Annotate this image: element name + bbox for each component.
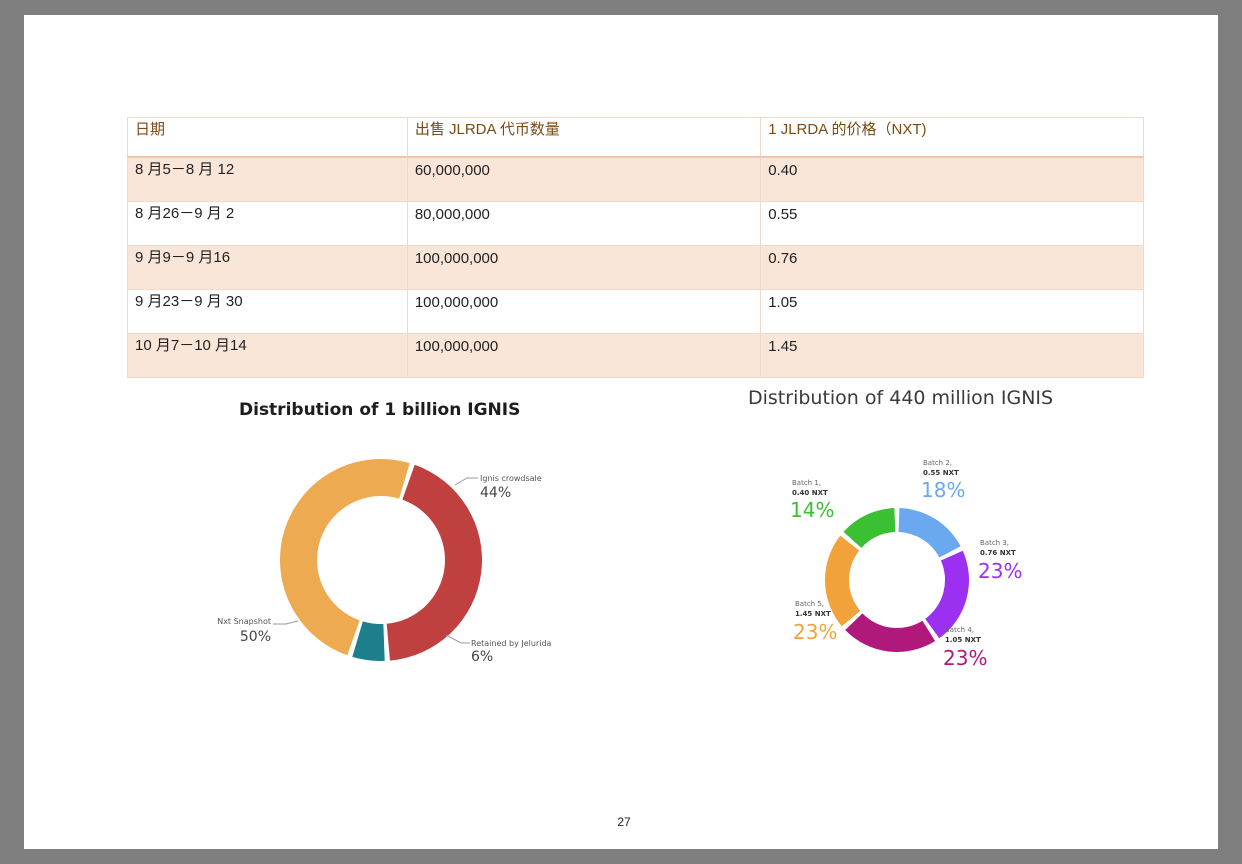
table-row: 9 月9－9 月16 100,000,000 0.76 bbox=[127, 245, 1144, 290]
page-number: 27 bbox=[617, 815, 631, 829]
table-row: 10 月7－10 月14 100,000,000 1.45 bbox=[127, 333, 1144, 378]
leader-line-nxt-snapshot bbox=[273, 620, 299, 625]
date-cell: 8 月5－8 月 12 bbox=[127, 156, 408, 202]
batch-price-4: 1.05 NXT bbox=[945, 636, 981, 644]
batch-value-4: 23% bbox=[943, 646, 987, 670]
batch-price-5: 1.45 NXT bbox=[795, 610, 831, 618]
quantity-cell: 60,000,000 bbox=[406, 156, 762, 202]
batch-label-5: Batch 5, bbox=[795, 600, 824, 608]
document-page: 日期 出售 JLRDA 代币数量 1 JLRDA 的价格（NXT) 8 月5－8… bbox=[24, 15, 1218, 849]
slice-value-ignis-crowdsale: 44% bbox=[480, 485, 511, 501]
donut-slice-retained-by-jelurida bbox=[352, 621, 385, 662]
slice-value-nxt-snapshot: 50% bbox=[240, 629, 271, 645]
donut-slice-ignis-crowdsale bbox=[386, 464, 482, 661]
leader-line-retained-by-jelurida bbox=[445, 634, 470, 644]
quantity-cell: 100,000,000 bbox=[406, 245, 762, 290]
leader-line-ignis-crowdsale bbox=[454, 477, 478, 486]
batch-value-5: 23% bbox=[793, 620, 837, 644]
batch-label-4: Batch 4, bbox=[945, 626, 974, 634]
price-cell: 1.05 bbox=[760, 289, 1144, 334]
slice-label-nxt-snapshot: Nxt Snapshot bbox=[217, 617, 271, 626]
table-row: 8 月26－9 月 2 80,000,000 0.55 bbox=[127, 201, 1144, 246]
slice-label-ignis-crowdsale: Ignis crowdsale bbox=[480, 474, 542, 483]
date-cell: 10 月7－10 月14 bbox=[127, 333, 408, 378]
donut-slice-batch-4 bbox=[845, 613, 936, 653]
header-quantity: 出售 JLRDA 代币数量 bbox=[406, 117, 762, 158]
batch-label-3: Batch 3, bbox=[980, 539, 1009, 547]
donut-chart-1-billion: Ignis crowdsale 44% Retained by Jelurida6%… bbox=[217, 459, 552, 665]
slice-value-retained-by-jelurida: 6% bbox=[471, 649, 493, 665]
table-header-row: 日期 出售 JLRDA 代币数量 1 JLRDA 的价格（NXT) bbox=[127, 117, 1144, 158]
header-price: 1 JLRDA 的价格（NXT) bbox=[760, 117, 1144, 158]
quantity-cell: 100,000,000 bbox=[406, 289, 762, 334]
chart-title-ignis-440-million: Distribution of 440 million IGNIS bbox=[748, 387, 1054, 409]
date-cell: 9 月9－9 月16 bbox=[127, 245, 408, 290]
price-cell: 1.45 bbox=[760, 333, 1144, 378]
price-cell: 0.55 bbox=[760, 201, 1144, 246]
batch-value-1: 14% bbox=[790, 498, 834, 522]
slice-label-retained-by-jelurida: Retained by Jelurida bbox=[471, 639, 552, 648]
batch-label-2: Batch 2, bbox=[923, 459, 952, 467]
chart-title-ignis-1-billion: Distribution of 1 billion IGNIS bbox=[239, 400, 521, 420]
batch-value-3: 23% bbox=[978, 559, 1022, 583]
donut-slice-nxt-snapshot bbox=[280, 459, 410, 656]
batch-price-3: 0.76 NXT bbox=[980, 549, 1016, 557]
batch-label-1: Batch 1, bbox=[792, 479, 821, 487]
price-cell: 0.40 bbox=[760, 156, 1144, 202]
sale-schedule-table: 日期 出售 JLRDA 代币数量 1 JLRDA 的价格（NXT) 8 月5－8… bbox=[127, 117, 1144, 378]
quantity-cell: 80,000,000 bbox=[406, 201, 762, 246]
price-cell: 0.76 bbox=[760, 245, 1144, 290]
batch-value-2: 18% bbox=[921, 478, 965, 502]
donut-slice-batch-1 bbox=[843, 508, 896, 548]
donut-slice-batch-3 bbox=[925, 550, 969, 639]
header-date: 日期 bbox=[127, 117, 408, 158]
batch-price-2: 0.55 NXT bbox=[923, 469, 959, 477]
donut-slice-batch-5 bbox=[825, 535, 861, 627]
date-cell: 8 月26－9 月 2 bbox=[127, 201, 408, 246]
donut-slice-batch-2 bbox=[898, 508, 961, 558]
quantity-cell: 100,000,000 bbox=[406, 333, 762, 378]
batch-price-1: 0.40 NXT bbox=[792, 489, 828, 497]
table-row: 8 月5－8 月 12 60,000,000 0.40 bbox=[127, 156, 1144, 202]
